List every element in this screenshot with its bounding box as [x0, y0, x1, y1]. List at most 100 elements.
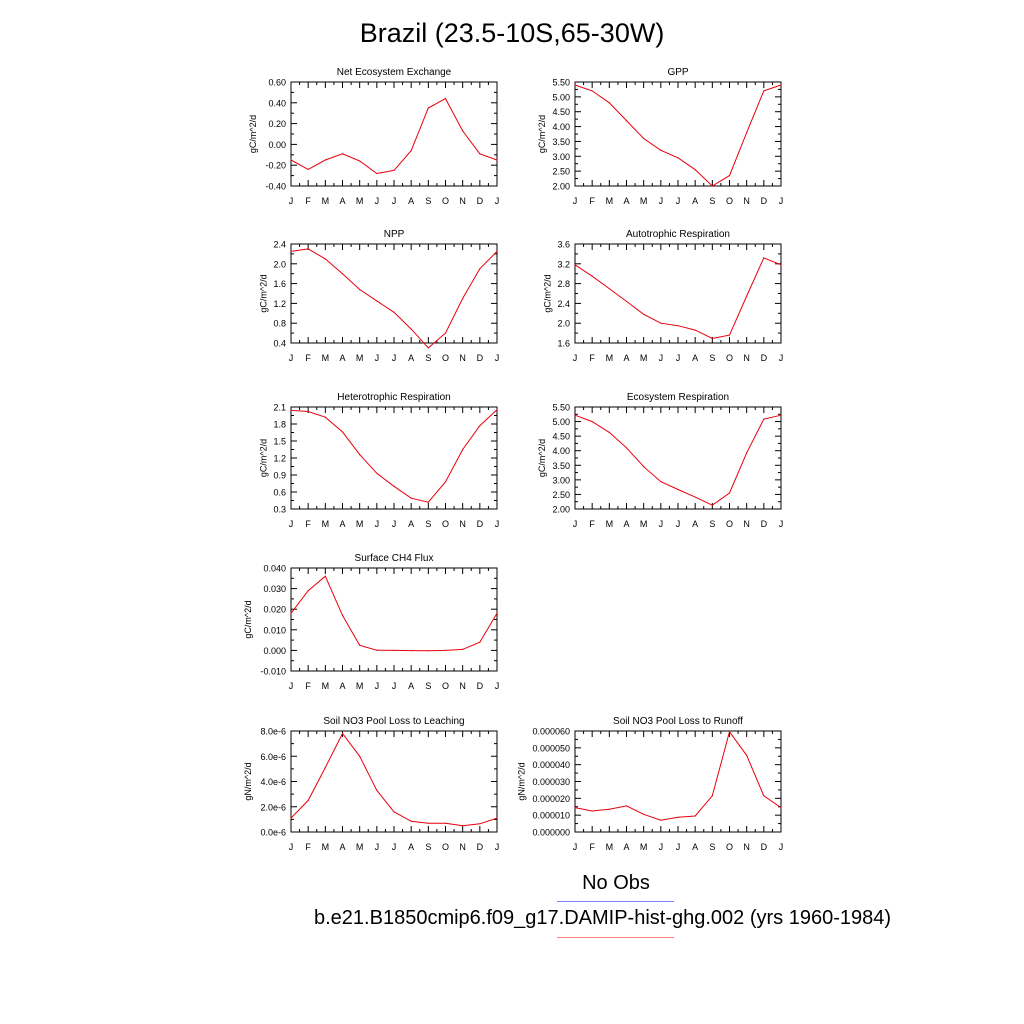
chart-title: Autotrophic Respiration: [626, 229, 730, 240]
data-point: [393, 811, 395, 813]
x-tick-label: M: [322, 681, 330, 691]
y-tick-label: 4.50: [552, 107, 570, 117]
x-tick-label: S: [709, 196, 715, 206]
x-tick-label: F: [305, 681, 311, 691]
x-tick-label: J: [375, 353, 380, 363]
data-point: [746, 754, 748, 757]
y-tick-label: 0.000040: [532, 760, 570, 770]
data-point: [694, 496, 696, 498]
x-tick-label: S: [709, 519, 715, 529]
plot-frame: [574, 406, 782, 510]
x-tick-label: J: [659, 353, 664, 363]
x-tick-label: A: [692, 353, 698, 363]
x-tick-label: J: [779, 842, 784, 852]
data-point: [591, 90, 593, 92]
series-line: [574, 414, 782, 506]
x-tick-label: F: [305, 353, 311, 363]
x-tick-label: J: [392, 196, 397, 206]
data-point: [479, 641, 481, 643]
data-point: [643, 466, 645, 468]
data-point: [780, 84, 782, 86]
plot-frame: [290, 406, 498, 510]
x-tick-label: D: [477, 519, 484, 529]
y-tick-label: 2.8: [557, 279, 570, 289]
x-tick-label: D: [477, 196, 484, 206]
data-point: [728, 334, 731, 336]
x-tick-label: S: [425, 842, 431, 852]
y-tick-label: 0.000000: [532, 828, 570, 838]
legend-obs-line: [557, 901, 674, 902]
x-tick-label: S: [709, 842, 715, 852]
data-point: [496, 817, 498, 819]
data-point: [410, 650, 412, 652]
data-point: [462, 297, 464, 300]
data-point: [591, 420, 593, 423]
data-point: [324, 159, 326, 161]
data-point: [780, 264, 782, 266]
data-point: [341, 431, 344, 433]
x-tick-label: M: [322, 353, 330, 363]
data-point: [694, 329, 696, 331]
y-axis-label: gC/m^2/d: [248, 115, 258, 153]
x-tick-label: S: [425, 196, 431, 206]
x-tick-label: J: [659, 519, 664, 529]
plot-frame: [574, 243, 782, 344]
y-tick-label: 3.50: [552, 137, 570, 147]
x-tick-label: A: [339, 842, 345, 852]
x-tick-label: J: [676, 353, 681, 363]
x-tick-label: M: [606, 196, 614, 206]
data-point: [763, 257, 765, 259]
data-point: [479, 153, 481, 155]
y-axis-label: gC/m^2/d: [243, 600, 253, 638]
y-tick-label: 2.00: [552, 505, 570, 515]
x-tick-label: J: [375, 681, 380, 691]
x-tick-label: J: [495, 842, 500, 852]
y-tick-label: 1.6: [273, 279, 286, 289]
x-tick-label: J: [676, 196, 681, 206]
x-tick-label: F: [305, 196, 311, 206]
x-tick-label: A: [623, 842, 629, 852]
data-point: [625, 120, 628, 122]
y-tick-label: 3.6: [557, 240, 570, 250]
data-point: [660, 819, 662, 821]
data-point: [427, 107, 429, 109]
y-tick-label: 0.4: [273, 339, 286, 349]
x-tick-label: J: [375, 519, 380, 529]
x-tick-label: M: [356, 681, 364, 691]
x-tick-label: M: [356, 196, 364, 206]
data-point: [643, 137, 645, 140]
y-tick-label: 0.0e-6: [260, 828, 286, 838]
y-tick-label: 0.000030: [532, 777, 570, 787]
data-point: [728, 731, 731, 733]
series-line: [574, 257, 782, 340]
x-tick-label: J: [573, 519, 578, 529]
data-point: [574, 264, 576, 266]
y-axis-label: gC/m^2/d: [258, 274, 268, 312]
x-tick-label: S: [425, 353, 431, 363]
data-point: [574, 414, 576, 416]
data-point: [359, 454, 361, 456]
y-tick-label: 2.50: [552, 490, 570, 500]
chart-title: GPP: [667, 67, 688, 78]
data-point: [746, 452, 748, 454]
x-tick-label: O: [726, 353, 733, 363]
data-point: [359, 644, 361, 646]
data-point: [728, 492, 731, 494]
x-tick-label: J: [676, 842, 681, 852]
y-tick-label: 0.030: [263, 584, 286, 594]
x-tick-label: O: [442, 842, 449, 852]
y-tick-label: 1.2: [273, 299, 286, 309]
y-tick-label: 2.4: [273, 240, 286, 250]
data-point: [574, 84, 576, 86]
data-point: [376, 472, 378, 474]
data-point: [677, 488, 679, 491]
data-point: [393, 311, 395, 313]
y-tick-label: 0.20: [268, 119, 286, 129]
data-point: [660, 322, 662, 324]
x-tick-label: F: [589, 519, 595, 529]
x-tick-label: D: [477, 681, 484, 691]
x-tick-label: J: [289, 681, 294, 691]
